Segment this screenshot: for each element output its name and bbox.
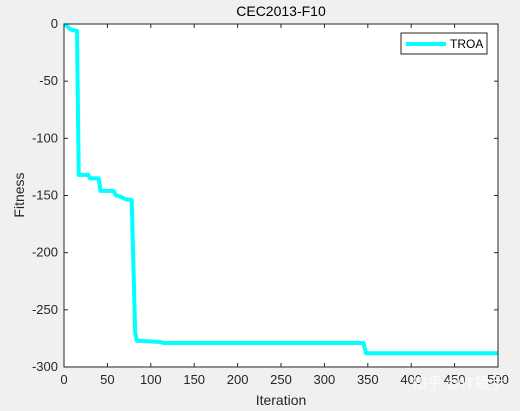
y-axis-ticks: 0 -50 -100 -150 -200 -250 -300 — [32, 16, 498, 374]
x-tick-label: 500 — [487, 372, 509, 387]
y-tick-label: -200 — [32, 245, 58, 260]
x-tick-label: 100 — [140, 372, 162, 387]
y-tick-label: -250 — [32, 302, 58, 317]
y-tick-label: -150 — [32, 188, 58, 203]
x-axis-label: Iteration — [256, 392, 307, 408]
y-tick-label: -50 — [39, 73, 58, 88]
x-tick-label: 250 — [270, 372, 292, 387]
x-tick-label: 0 — [60, 372, 67, 387]
x-tick-label: 150 — [183, 372, 205, 387]
x-tick-label: 300 — [314, 372, 336, 387]
plot-area — [64, 24, 498, 367]
y-tick-label: -300 — [32, 359, 58, 374]
x-tick-label: 50 — [100, 372, 114, 387]
y-tick-label: -100 — [32, 130, 58, 145]
plot-content — [63, 22, 498, 356]
legend-label-troa: TROA — [450, 37, 483, 51]
x-tick-label: 450 — [444, 372, 466, 387]
series-line-troa — [63, 22, 498, 356]
x-tick-label: 350 — [357, 372, 379, 387]
x-tick-label: 400 — [400, 372, 422, 387]
x-axis-ticks: 0 50 100 150 200 250 300 350 400 450 500 — [60, 24, 509, 387]
x-tick-label: 200 — [227, 372, 249, 387]
chart-title: CEC2013-F10 — [236, 3, 326, 19]
y-axis-label: Fitness — [11, 172, 27, 217]
y-tick-label: 0 — [51, 16, 58, 31]
watermark: 知乎 @IT猿手 — [412, 375, 505, 392]
legend: TROA — [400, 32, 488, 55]
